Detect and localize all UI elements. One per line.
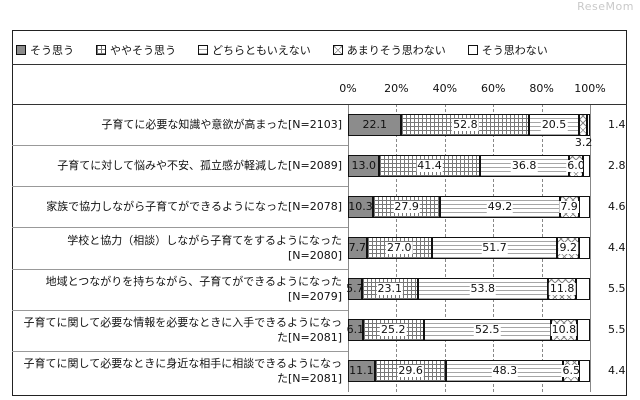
- legend-label: そう思う: [30, 44, 74, 57]
- watermark: ReseMom: [577, 0, 634, 13]
- data-label: 53.8: [469, 282, 497, 296]
- legend-label: そう思わない: [481, 44, 548, 57]
- data-label: 5.5: [608, 323, 626, 337]
- data-label: 25.2: [380, 323, 407, 337]
- legend-swatch: [467, 45, 478, 55]
- data-label: 2.8: [608, 158, 626, 172]
- data-label: 4.6: [608, 199, 626, 213]
- legend-swatch: [332, 45, 343, 55]
- data-label: 6.5: [561, 364, 581, 378]
- data-label: 20.5: [540, 117, 568, 131]
- category-label: 地域とつながりを持ちながら、子育てができるようになった[N=2079]: [45, 275, 342, 304]
- bar-segment: [586, 113, 590, 136]
- data-label: 3.2: [574, 135, 593, 149]
- row-divider: [12, 350, 348, 352]
- bar-segment: [348, 195, 373, 218]
- data-label: 51.7: [481, 241, 508, 254]
- legend-divider: [12, 64, 627, 65]
- data-label: 52.5: [474, 323, 501, 337]
- category-label: 家族で協力しながら子育てができるようになった[N=2078]: [46, 200, 342, 214]
- row-divider: [12, 309, 348, 311]
- row-divider: [12, 145, 348, 147]
- data-label: 29.6: [397, 364, 424, 378]
- legend-swatch: [16, 45, 26, 55]
- row-divider: [12, 268, 348, 270]
- data-label: 48.3: [491, 364, 519, 378]
- bar-segment: [579, 237, 590, 259]
- legend-item: そう思わない: [467, 42, 548, 58]
- category-label: 子育てに必要な知識や意欲が高まった[N=2103]: [101, 118, 342, 132]
- legend-item: あまりそう思わない: [332, 42, 446, 58]
- data-label: 22.1: [362, 117, 387, 131]
- data-label: 4.4: [608, 241, 626, 254]
- data-label: 7.7: [348, 241, 367, 254]
- legend-item: そう思う: [16, 42, 74, 58]
- category-label: 子育てに関して必要なときに身近な相手に相談できるようになった[N=2081]: [23, 357, 342, 386]
- legend-swatch: [198, 45, 208, 55]
- bar-segment: [348, 360, 375, 383]
- data-label: 13.0: [351, 158, 376, 172]
- data-label: 9.2: [558, 241, 578, 254]
- legend-swatch: [96, 45, 106, 55]
- row-divider: [12, 227, 348, 229]
- bar-segment: [579, 360, 590, 383]
- data-label: 5.5: [608, 282, 626, 296]
- data-label: 27.0: [386, 241, 413, 254]
- data-label: 11.8: [548, 282, 576, 296]
- legend-label: あまりそう思わない: [346, 44, 446, 57]
- data-label: 49.2: [486, 199, 514, 213]
- data-label: 11.1: [349, 364, 374, 378]
- category-label: 子育てに関して必要な情報を必要なときに入手できるようになった[N=2081]: [23, 316, 342, 345]
- bar-segment: [348, 113, 402, 136]
- bar-segment: [348, 278, 362, 301]
- data-label: 41.4: [416, 158, 443, 172]
- category-label: 子育てに対して悩みや不安、孤立感が軽減した[N=2089]: [57, 159, 342, 173]
- bar-segment: [348, 237, 367, 259]
- data-label: 10.3: [348, 199, 373, 213]
- legend-item: ややそう思う: [96, 42, 176, 58]
- plot-top-line: [12, 104, 627, 105]
- data-label: 7.9: [559, 199, 579, 213]
- bar-segment: [578, 195, 590, 218]
- data-label: 4.4: [608, 364, 626, 378]
- bar-segment: [348, 154, 380, 177]
- legend-label: どちらともいえない: [212, 44, 311, 57]
- data-label: 10.8: [550, 323, 578, 337]
- bar-segment: [583, 154, 590, 177]
- x-tick-label: 80%: [529, 82, 554, 95]
- data-label: 1.4: [608, 117, 626, 131]
- bar-segment: [578, 113, 587, 136]
- legend-label: ややそう思う: [110, 44, 176, 57]
- x-tick-label: 20%: [384, 82, 409, 95]
- data-label: 52.8: [452, 117, 479, 131]
- x-tick-label: 0%: [339, 82, 357, 95]
- bar-segment: [576, 319, 591, 342]
- data-label: 6.0: [566, 158, 586, 172]
- category-label: 学校と協力（相談）しながら子育てをするようになった[N=2080]: [67, 234, 342, 262]
- bar-segment: [576, 278, 590, 301]
- x-tick-label: 100%: [574, 82, 606, 95]
- data-label: 23.1: [376, 282, 403, 296]
- x-tick-label: 60%: [480, 82, 506, 95]
- row-divider: [12, 186, 348, 188]
- legend-item: どちらともいえない: [198, 42, 311, 58]
- bar-segment: [348, 319, 363, 342]
- data-label: 5.7: [346, 282, 364, 296]
- chart-legend: そう思う ややそう思う どちらともいえない あまりそう思わない そう思わない: [16, 36, 624, 64]
- x-gridline: [590, 104, 591, 392]
- data-label: 36.8: [510, 158, 538, 172]
- data-label: 27.9: [393, 199, 420, 213]
- x-tick-label: 40%: [432, 82, 458, 95]
- data-label: 6.1: [346, 323, 365, 337]
